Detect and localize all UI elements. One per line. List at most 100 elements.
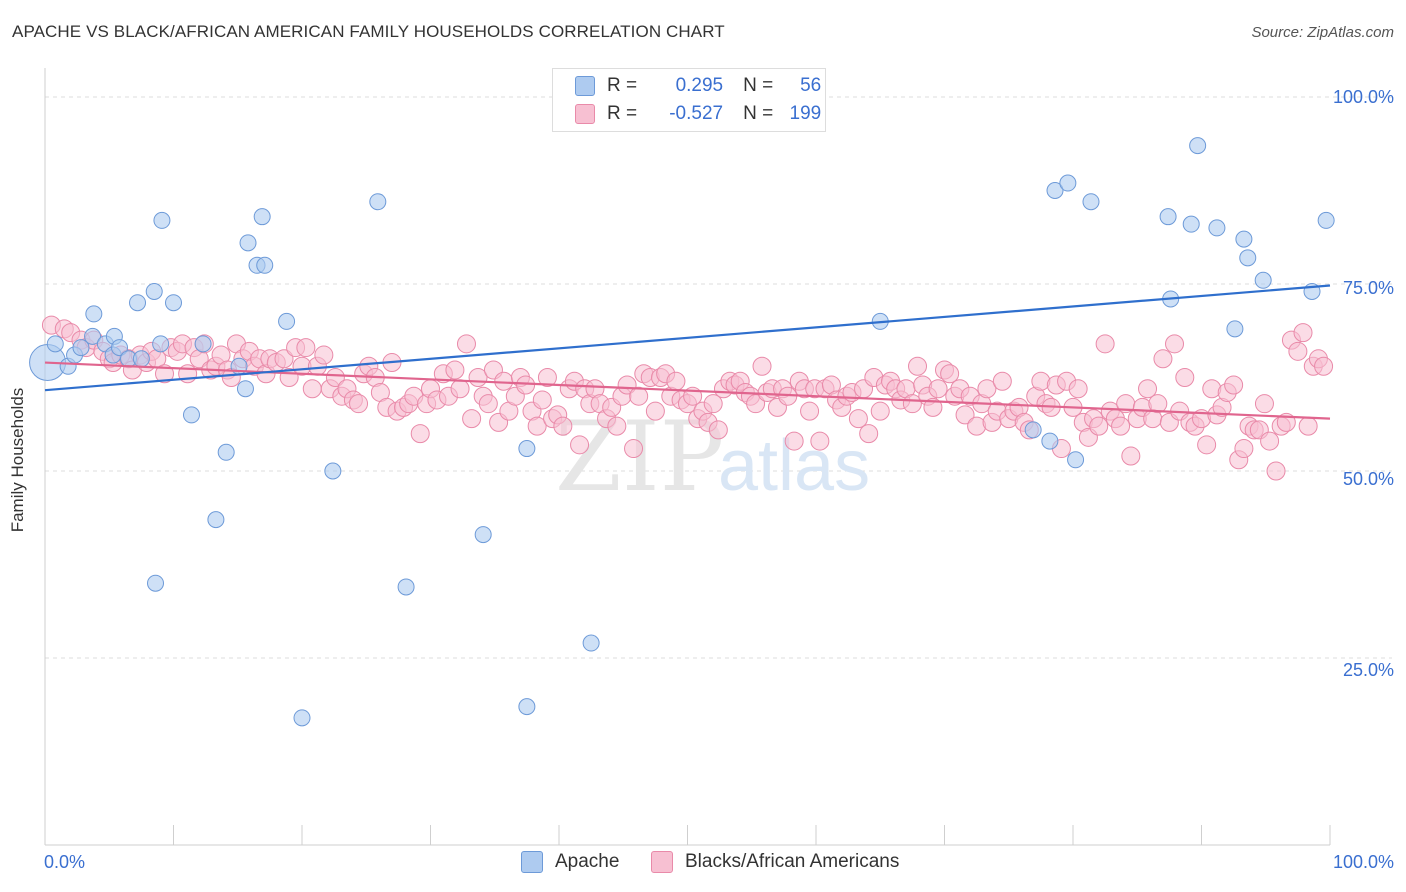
data-point-apache bbox=[474, 526, 492, 544]
data-point-blacks bbox=[923, 397, 943, 417]
data-point-blacks bbox=[450, 379, 470, 399]
data-point-blacks bbox=[870, 401, 890, 421]
data-point-blacks bbox=[1068, 379, 1088, 399]
series-apache-points bbox=[29, 137, 1335, 727]
data-point-blacks bbox=[752, 356, 772, 376]
legend-r-value: -0.527 bbox=[669, 103, 724, 124]
data-point-apache bbox=[1067, 451, 1085, 469]
data-point-apache bbox=[256, 256, 274, 274]
trend-lines bbox=[44, 284, 1331, 420]
data-point-blacks bbox=[1293, 323, 1313, 343]
data-point-blacks bbox=[1197, 435, 1217, 455]
data-point-apache bbox=[278, 312, 296, 330]
data-point-apache bbox=[369, 193, 387, 211]
data-point-apache bbox=[1254, 271, 1272, 289]
y-tick-25: 25.0% bbox=[1342, 660, 1394, 680]
data-point-blacks bbox=[1175, 368, 1195, 387]
data-point-blacks bbox=[296, 338, 316, 358]
data-point-blacks bbox=[955, 405, 975, 425]
data-point-blacks bbox=[800, 401, 820, 421]
data-point-blacks bbox=[1224, 375, 1244, 395]
data-point-blacks bbox=[1298, 416, 1318, 436]
data-point-apache bbox=[145, 282, 163, 300]
data-point-apache bbox=[518, 440, 536, 458]
data-point-apache bbox=[253, 208, 271, 226]
bottom-legend-label-apache: Apache bbox=[555, 851, 620, 872]
data-point-blacks bbox=[532, 390, 552, 410]
data-point-blacks bbox=[445, 360, 465, 380]
trend-line-apache bbox=[44, 284, 1331, 392]
data-point-apache bbox=[165, 294, 182, 312]
data-point-blacks bbox=[848, 409, 868, 429]
data-point-blacks bbox=[607, 416, 627, 436]
bottom-legend-label-blacks: Blacks/African Americans bbox=[685, 851, 900, 872]
data-point-apache bbox=[1317, 211, 1335, 229]
legend-row-blacks: R = -0.527 N = 199 bbox=[575, 101, 821, 127]
data-point-apache bbox=[129, 294, 147, 312]
x-tick-min: 0.0% bbox=[44, 852, 86, 872]
data-point-blacks bbox=[1288, 341, 1308, 361]
data-point-apache bbox=[1189, 137, 1207, 155]
data-point-blacks bbox=[325, 368, 345, 387]
data-point-blacks bbox=[1165, 334, 1185, 354]
source-label: Source: ZipAtlas.com bbox=[1251, 24, 1394, 41]
data-point-blacks bbox=[977, 379, 997, 399]
y-tick-100: 100.0% bbox=[1332, 87, 1394, 107]
data-point-apache bbox=[1159, 208, 1177, 226]
legend-n-value: 199 bbox=[789, 103, 822, 124]
data-point-apache bbox=[1046, 182, 1064, 199]
data-point-blacks bbox=[537, 368, 557, 387]
data-point-apache bbox=[518, 698, 536, 716]
data-point-blacks bbox=[1148, 394, 1168, 414]
axes bbox=[44, 68, 1331, 846]
chart-title: APACHE VS BLACK/AFRICAN AMERICAN FAMILY … bbox=[12, 22, 725, 41]
data-point-apache bbox=[194, 335, 212, 353]
data-point-blacks bbox=[666, 371, 686, 391]
data-point-apache bbox=[111, 339, 129, 357]
data-point-blacks bbox=[155, 364, 175, 384]
data-point-apache bbox=[239, 234, 257, 252]
data-point-apache bbox=[1235, 230, 1253, 248]
data-point-blacks bbox=[1138, 379, 1158, 399]
bottom-legend-blacks: Blacks/African Americans bbox=[651, 851, 899, 873]
legend-row-apache: R = 0.295 N = 56 bbox=[575, 73, 821, 99]
bottom-legend-swatch-apache bbox=[521, 851, 543, 873]
data-point-apache bbox=[1082, 193, 1100, 211]
data-point-blacks bbox=[456, 334, 476, 354]
data-point-blacks bbox=[940, 364, 960, 384]
data-point-blacks bbox=[645, 401, 665, 421]
legend-swatch-apache bbox=[575, 76, 595, 96]
data-point-blacks bbox=[462, 409, 482, 429]
data-point-blacks bbox=[1111, 416, 1131, 436]
data-point-blacks bbox=[1260, 431, 1280, 451]
data-point-blacks bbox=[302, 379, 322, 399]
data-point-blacks bbox=[1089, 416, 1109, 436]
data-point-blacks bbox=[784, 431, 804, 451]
x-tick-max: 100.0% bbox=[1332, 852, 1394, 872]
stats-legend: R = 0.295 N = 56 R = -0.527 N = 199 bbox=[552, 68, 826, 132]
data-point-apache bbox=[397, 578, 415, 596]
bottom-legend-apache: Apache bbox=[521, 851, 619, 873]
legend-r-label: R = bbox=[607, 75, 638, 96]
data-point-blacks bbox=[1314, 356, 1334, 376]
data-point-apache bbox=[1182, 215, 1200, 233]
data-point-blacks bbox=[314, 345, 334, 365]
data-point-blacks bbox=[859, 424, 879, 444]
data-point-blacks bbox=[1153, 349, 1173, 369]
data-point-apache bbox=[147, 574, 165, 592]
data-point-blacks bbox=[1234, 439, 1254, 459]
legend-n-label: N = bbox=[743, 75, 774, 96]
data-point-blacks bbox=[516, 375, 536, 395]
data-point-apache bbox=[1208, 219, 1226, 237]
data-point-blacks bbox=[928, 379, 948, 399]
legend-swatch-blacks bbox=[575, 104, 595, 124]
data-point-apache bbox=[46, 335, 64, 353]
legend-n-label: N = bbox=[743, 103, 774, 124]
data-point-blacks bbox=[624, 439, 644, 459]
data-point-blacks bbox=[1254, 394, 1274, 414]
data-point-apache bbox=[582, 634, 600, 652]
data-point-blacks bbox=[478, 394, 498, 414]
data-point-apache bbox=[85, 305, 103, 323]
data-point-apache bbox=[132, 350, 150, 368]
data-point-apache bbox=[72, 339, 90, 357]
